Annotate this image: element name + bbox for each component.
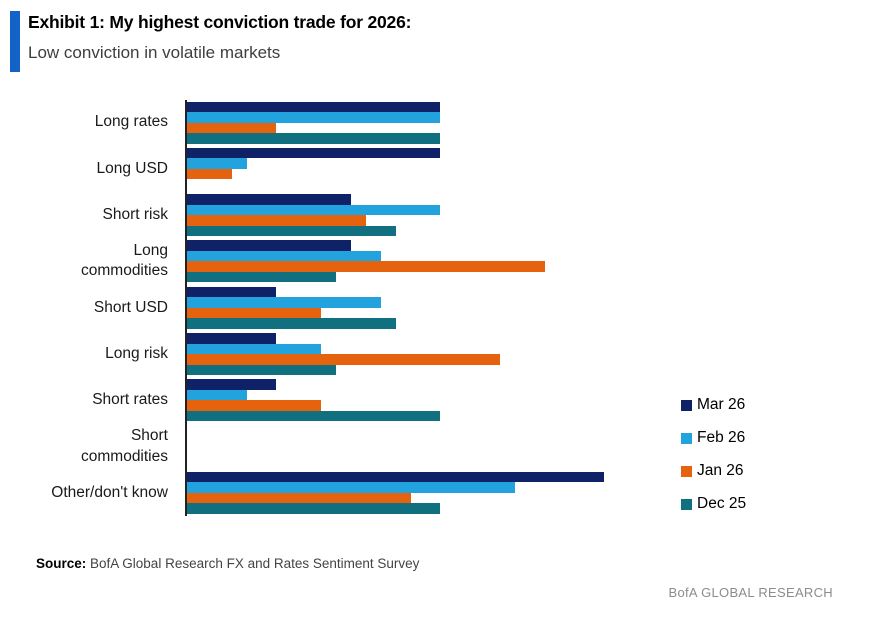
legend-item: Jan 26 (681, 462, 746, 480)
category-label: Short risk (102, 206, 168, 224)
bar-dec-25 (187, 225, 396, 237)
bar-jan-26 (187, 168, 232, 180)
bar-dec-25 (187, 271, 336, 283)
bar-jan-26 (187, 492, 411, 504)
bar-group (187, 194, 634, 237)
bar-jan-26 (187, 261, 545, 272)
bar-group (187, 286, 634, 329)
bar-feb-26 (187, 204, 441, 216)
bar-feb-26 (187, 482, 515, 493)
bar-feb-26 (187, 343, 322, 354)
bar-group (187, 333, 634, 375)
bar-dec-25 (187, 410, 441, 422)
category-label: Short USD (93, 298, 168, 316)
brand-footer: BofA GLOBAL RESEARCH (668, 585, 833, 600)
bar-jan-26 (187, 400, 322, 411)
category-label: Short commodities (81, 427, 168, 465)
category-label: Long risk (105, 344, 168, 362)
bar-mar-26 (187, 333, 277, 344)
bar-jan-26 (187, 122, 277, 133)
source-note: Source: BofA Global Research FX and Rate… (36, 556, 419, 571)
category-label: Short rates (92, 391, 168, 409)
source-label: Source: (36, 556, 87, 571)
y-axis-line (185, 100, 187, 516)
category-label: Long commodities (81, 242, 168, 280)
legend-label: Dec 25 (697, 495, 747, 512)
legend-item: Mar 26 (681, 396, 746, 414)
bar-feb-26 (187, 250, 381, 262)
legend-swatch-icon (681, 465, 692, 477)
bar-feb-26 (187, 112, 441, 123)
category-label: Long rates (94, 113, 168, 131)
legend-label: Feb 26 (697, 429, 746, 446)
title-accent-bar (10, 11, 20, 72)
bar-feb-26 (187, 389, 247, 401)
legend-item: Dec 25 (681, 495, 746, 513)
source-text: BofA Global Research FX and Rates Sentim… (86, 556, 420, 571)
bar-dec-25 (187, 318, 396, 329)
category-label: Long USD (96, 159, 168, 177)
legend-label: Jan 26 (697, 462, 744, 479)
bar-feb-26 (187, 158, 247, 169)
bar-dec-25 (187, 364, 336, 375)
bar-mar-26 (187, 101, 441, 112)
bar-jan-26 (187, 307, 322, 319)
bar-group (187, 471, 634, 514)
bar-mar-26 (187, 379, 277, 390)
bar-mar-26 (187, 240, 351, 251)
legend-swatch-icon (681, 399, 692, 411)
bar-jan-26 (187, 354, 500, 365)
category-label: Other/don't know (51, 483, 168, 501)
bar-mar-26 (187, 471, 605, 483)
legend-label: Mar 26 (697, 396, 746, 413)
plot-area (187, 100, 634, 516)
bar-feb-26 (187, 297, 381, 308)
bar-jan-26 (187, 215, 366, 226)
bar-group (187, 147, 634, 190)
legend-swatch-icon (681, 498, 692, 510)
bar-dec-25 (187, 133, 441, 144)
bar-group (187, 240, 634, 283)
legend-item: Feb 26 (681, 429, 746, 447)
bar-group (187, 426, 634, 468)
bar-mar-26 (187, 286, 277, 298)
bar-mar-26 (187, 194, 351, 205)
category-labels: Long rates Long USD Short risk Long commodi… (0, 100, 177, 516)
exhibit-title: Exhibit 1: My highest conviction trade f… (28, 12, 412, 32)
legend: Mar 26 Feb 26 Jan 26 Dec 25 (681, 396, 746, 513)
bar-dec-25 (187, 503, 441, 514)
legend-swatch-icon (681, 432, 692, 444)
exhibit-subtitle: Low conviction in volatile markets (28, 43, 281, 62)
bar-group (187, 379, 634, 422)
bar-group (187, 101, 634, 144)
bar-mar-26 (187, 147, 441, 159)
